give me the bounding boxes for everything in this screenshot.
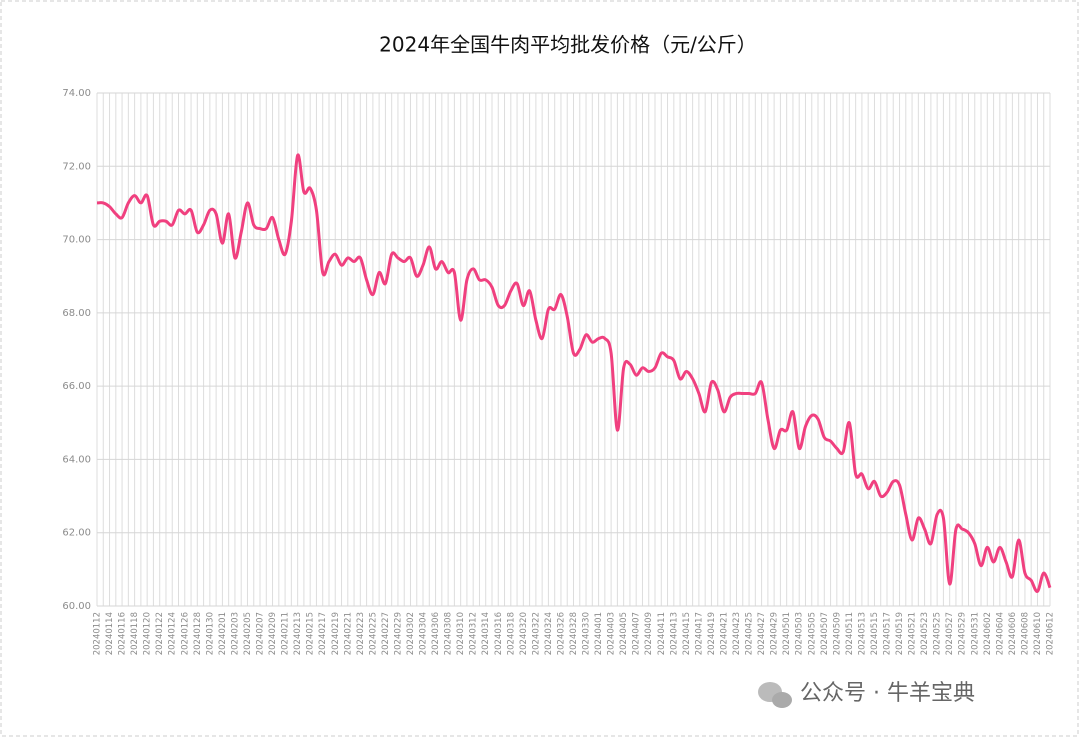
line <box>96 153 1052 593</box>
x-tick-label: 20240427 <box>757 612 767 655</box>
x-tick-label: 20240507 <box>820 612 830 655</box>
y-tick-label: 74.00 <box>62 88 91 99</box>
x-tick-label: 20240320 <box>519 612 529 655</box>
x-tick-label: 20240511 <box>845 612 855 655</box>
x-tick-label: 20240324 <box>544 612 554 655</box>
y-tick-label: 70.00 <box>62 235 91 246</box>
x-tick-label: 20240425 <box>745 612 755 655</box>
x-tick-label: 20240429 <box>770 612 780 655</box>
x-tick-label: 20240509 <box>832 612 842 655</box>
x-tick-label: 20240201 <box>218 612 228 655</box>
x-tick-label: 20240525 <box>933 612 943 655</box>
x-tick-label: 20240417 <box>694 612 704 655</box>
x-tick-label: 20240515 <box>870 612 880 655</box>
x-tick-label: 20240517 <box>882 612 892 655</box>
x-tick-label: 20240529 <box>958 612 968 655</box>
watermark-icon <box>758 682 792 708</box>
x-tick-label: 20240205 <box>243 612 253 655</box>
x-tick-label: 20240423 <box>732 612 742 655</box>
y-tick-label: 62.00 <box>62 528 91 539</box>
x-tick-label: 20240521 <box>908 612 918 655</box>
y-tick-label: 60.00 <box>62 601 91 612</box>
x-tick-label: 20240513 <box>857 612 867 655</box>
x-tick-label: 20240405 <box>619 612 629 655</box>
x-tick-label: 20240221 <box>343 612 353 655</box>
x-tick-label: 20240130 <box>205 612 215 655</box>
x-tick-label: 20240612 <box>1046 612 1056 655</box>
x-tick-label: 20240610 <box>1033 612 1043 655</box>
x-tick-label: 20240608 <box>1020 612 1030 655</box>
x-tick-label: 20240229 <box>393 612 403 655</box>
x-tick-label: 20240413 <box>669 612 679 655</box>
y-tick-label: 64.00 <box>62 454 91 465</box>
x-tick-label: 20240527 <box>945 612 955 655</box>
x-tick-label: 20240217 <box>318 612 328 655</box>
y-tick-label: 66.00 <box>62 381 91 392</box>
x-tick-label: 20240419 <box>707 612 717 655</box>
x-tick-label: 20240328 <box>569 612 579 655</box>
x-tick-label: 20240312 <box>469 612 479 655</box>
x-tick-label: 20240118 <box>130 612 140 655</box>
x-tick-label: 20240207 <box>256 612 266 655</box>
y-tick-label: 72.00 <box>62 161 91 172</box>
x-tick-label: 20240318 <box>506 612 516 655</box>
x-tick-label: 20240126 <box>180 612 190 655</box>
x-tick-label: 20240407 <box>632 612 642 655</box>
x-tick-label: 20240401 <box>594 612 604 655</box>
x-tick-label: 20240310 <box>456 612 466 655</box>
x-tick-label: 20240124 <box>168 612 178 655</box>
x-tick-label: 20240505 <box>807 612 817 655</box>
x-tick-label: 20240503 <box>795 612 805 655</box>
x-tick-label: 20240531 <box>970 612 980 655</box>
x-tick-label: 20240209 <box>268 612 278 655</box>
x-tick-label: 20240501 <box>782 612 792 655</box>
x-tick-label: 20240227 <box>381 612 391 655</box>
x-tick-label: 20240213 <box>293 612 303 655</box>
x-tick-label: 20240211 <box>281 612 291 655</box>
x-tick-label: 20240403 <box>607 612 617 655</box>
x-tick-label: 20240421 <box>719 612 729 655</box>
x-tick-label: 20240114 <box>105 612 115 655</box>
x-tick-label: 20240602 <box>983 612 993 655</box>
watermark: 公众号 · 牛羊宝典 <box>800 681 975 706</box>
x-tick-label: 20240223 <box>356 612 366 655</box>
x-tick-label: 20240326 <box>556 612 566 655</box>
x-tick-label: 20240302 <box>406 612 416 655</box>
x-tick-label: 20240122 <box>155 612 165 655</box>
x-tick-label: 20240304 <box>419 612 429 655</box>
x-tick-label: 20240112 <box>93 612 103 655</box>
x-tick-label: 20240308 <box>444 612 454 655</box>
x-tick-label: 20240316 <box>494 612 504 655</box>
x-tick-label: 20240523 <box>920 612 930 655</box>
x-tick-label: 20240604 <box>995 612 1005 655</box>
x-tick-label: 20240225 <box>368 612 378 655</box>
x-tick-label: 20240606 <box>1008 612 1018 655</box>
x-tick-label: 20240128 <box>193 612 203 655</box>
x-tick-label: 20240215 <box>306 612 316 655</box>
x-tick-label: 20240306 <box>431 612 441 655</box>
x-tick-label: 20240519 <box>895 612 905 655</box>
x-tick-label: 20240203 <box>230 612 240 655</box>
x-tick-label: 20240219 <box>331 612 341 655</box>
x-tick-label: 20240409 <box>644 612 654 655</box>
y-tick-label: 68.00 <box>62 308 91 319</box>
x-tick-label: 20240322 <box>531 612 541 655</box>
x-tick-label: 20240411 <box>657 612 667 655</box>
x-tick-label: 20240330 <box>582 612 592 655</box>
x-tick-label: 20240120 <box>143 612 153 655</box>
chart-title: 2024年全国牛肉平均批发价格（元/公斤） <box>379 33 757 57</box>
x-tick-label: 20240116 <box>118 612 128 655</box>
x-tick-label: 20240314 <box>481 612 491 655</box>
x-tick-label: 20240415 <box>682 612 692 655</box>
